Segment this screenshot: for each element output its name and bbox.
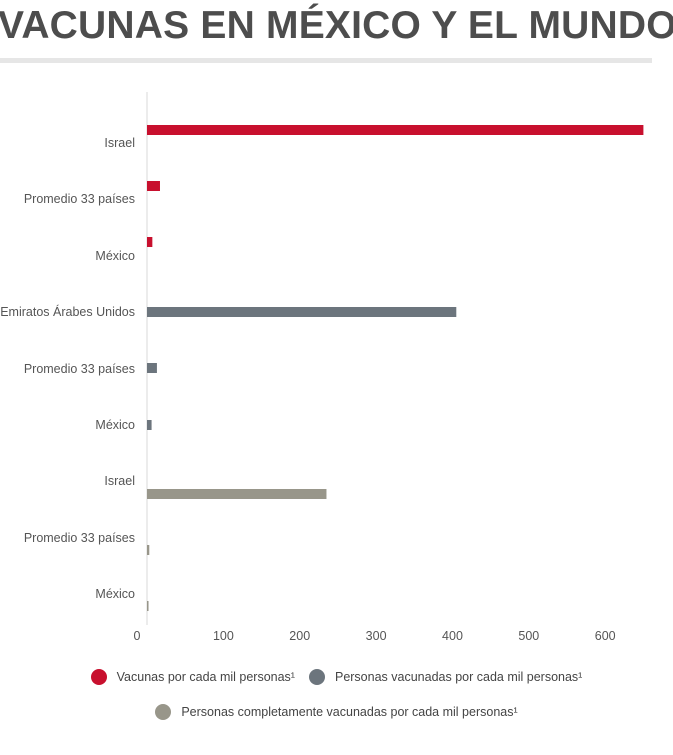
bar-2-3[interactable] <box>147 420 152 430</box>
legend-item-completamente-vacunadas[interactable]: Personas completamente vacunadas por cad… <box>155 704 518 720</box>
legend-label-personas-vacunadas: Personas vacunadas por cada mil personas… <box>334 670 583 684</box>
category-label-1-2: Promedio 33 países <box>24 192 135 206</box>
bar-chart: Israel Promedio 33 países México Emiratos Á… <box>0 92 644 643</box>
legend-item-vacunas[interactable]: Vacunas por cada mil personas¹ <box>90 669 295 685</box>
page-title: VACUNAS EN MÉXICO Y EL MUNDO <box>0 4 673 47</box>
bar-2-2[interactable] <box>147 363 157 373</box>
category-label-2-3: México <box>95 418 135 432</box>
x-tick-label-100: 100 <box>213 629 234 643</box>
legend-item-personas-vacunadas[interactable]: Personas vacunadas por cada mil personas… <box>308 669 583 685</box>
legend-label-vacunas: Vacunas por cada mil personas¹ <box>116 670 295 684</box>
bar-1-3[interactable] <box>147 237 153 247</box>
legend-swatch-completamente-vacunadas <box>155 704 172 720</box>
category-label-1-3: México <box>95 249 135 263</box>
bar-3-2[interactable] <box>147 545 150 555</box>
legend-row-2: Personas completamente vacunadas por cad… <box>0 704 673 720</box>
category-label-3-3: México <box>95 587 135 601</box>
category-label-2-2: Promedio 33 países <box>24 362 135 376</box>
category-label-2-1: Emiratos Árabes Unidos <box>0 304 135 319</box>
legend-label-completamente-vacunadas: Personas completamente vacunadas por cad… <box>181 705 518 719</box>
category-label-1-1: Israel <box>104 136 135 150</box>
legend-row-1: Vacunas por cada mil personas¹ Personas … <box>0 669 673 685</box>
bar-3-1[interactable] <box>147 489 327 499</box>
x-tick-label-500: 500 <box>518 629 539 643</box>
category-label-3-1: Israel <box>104 474 135 488</box>
x-tick-label-200: 200 <box>289 629 310 643</box>
category-label-3-2: Promedio 33 países <box>24 531 135 545</box>
bar-1-2[interactable] <box>147 181 160 191</box>
title-divider <box>0 58 652 63</box>
legend-swatch-personas-vacunadas <box>308 669 325 685</box>
legend-swatch-vacunas <box>90 669 107 685</box>
x-tick-label-600: 600 <box>595 629 616 643</box>
x-tick-label-400: 400 <box>442 629 463 643</box>
x-tick-label-0: 0 <box>134 629 141 643</box>
x-tick-label-300: 300 <box>366 629 387 643</box>
bar-3-3[interactable] <box>147 601 149 611</box>
bar-1-1[interactable] <box>147 125 644 135</box>
bar-2-1[interactable] <box>147 307 457 317</box>
